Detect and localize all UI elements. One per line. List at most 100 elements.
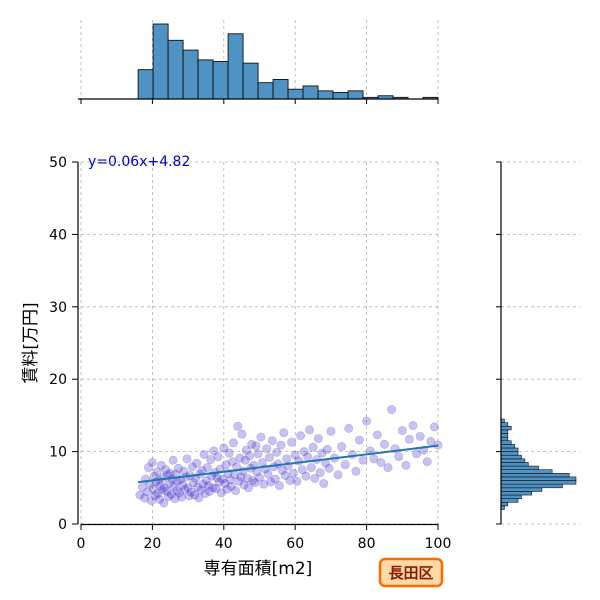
scatter-point: [292, 476, 302, 486]
scatter-point: [219, 443, 229, 453]
x-hist-bar: [347, 90, 364, 100]
x-tick-label: 0: [77, 536, 86, 552]
scatter-point: [169, 481, 179, 491]
scatter-point: [225, 475, 235, 485]
scatter-point: [186, 487, 196, 497]
scatter-point: [196, 485, 206, 495]
scatter-point: [354, 435, 364, 445]
x-hist-bar: [332, 92, 349, 100]
scatter-point: [227, 457, 237, 467]
y-hist-bar: [500, 480, 577, 485]
scatter-point: [319, 478, 329, 488]
scatter-point: [209, 446, 219, 456]
scatter-point: [228, 438, 238, 448]
x-hist-bar: [137, 69, 154, 100]
scatter-point: [163, 491, 173, 501]
y-hist-bar: [500, 491, 532, 496]
scatter-point: [235, 453, 245, 463]
x-hist-bar: [242, 62, 259, 100]
y-hist-bar: [500, 436, 509, 442]
scatter-point: [429, 422, 439, 432]
scatter-point: [272, 447, 282, 457]
scatter-point: [220, 478, 230, 488]
scatter-point: [198, 479, 208, 489]
scatter-point: [150, 491, 160, 501]
scatter-point: [239, 480, 249, 490]
y-axis-label: 賃料[万円]: [21, 302, 41, 383]
y-hist-bar: [500, 469, 553, 474]
scatter-point: [280, 470, 290, 480]
y-hist-bar: [500, 433, 509, 438]
district-badge-box: [378, 557, 444, 588]
scatter-point: [213, 452, 223, 462]
scatter-point: [340, 460, 350, 470]
scatter-point: [253, 449, 263, 459]
y-hist-bar: [500, 454, 522, 460]
x-histogram: [137, 23, 439, 100]
scatter-point: [299, 447, 309, 457]
x-tick-label: 60: [286, 536, 304, 552]
y-hist-bar: [500, 422, 509, 427]
scatter-point: [326, 426, 336, 436]
scatter-point: [362, 416, 372, 426]
scatter-point: [285, 476, 295, 486]
scatter-point: [148, 484, 158, 494]
scatter-point: [412, 449, 422, 459]
y-hist-bar: [500, 429, 509, 434]
y-hist-bar: [500, 444, 515, 449]
scatter-point: [221, 460, 231, 470]
scatter-point: [237, 429, 247, 439]
scatter-point: [324, 463, 334, 473]
scatter-point: [172, 486, 182, 496]
scatter-point: [190, 490, 200, 500]
y-hist-bar: [500, 465, 539, 470]
scatter-point: [337, 442, 347, 452]
scatter-point: [166, 489, 176, 499]
x-tick-label: 80: [358, 536, 376, 552]
scatter-point: [276, 440, 286, 450]
scatter-point: [156, 460, 166, 470]
scatter-point: [155, 494, 165, 504]
scatter-point: [199, 449, 209, 459]
y-hist-bar: [500, 458, 526, 463]
scatter-point: [153, 489, 163, 499]
scatter-point: [203, 481, 213, 491]
scatter-point: [264, 452, 274, 462]
scatter-point: [160, 483, 170, 493]
x-hist-bar: [227, 33, 244, 100]
scatter-point: [161, 465, 171, 475]
scatter-point: [297, 465, 307, 475]
scatter-point: [216, 488, 226, 498]
y-hist-bar: [500, 425, 512, 431]
scatter-point: [143, 463, 153, 473]
scatter-point: [251, 441, 261, 451]
scatter-point: [274, 481, 284, 491]
scatter-point: [222, 484, 232, 494]
scatter-point: [231, 486, 241, 496]
scatter-point: [152, 467, 162, 477]
y-tick-label: 50: [49, 155, 67, 171]
scatter-point: [140, 493, 150, 503]
scatter-point: [206, 455, 216, 465]
y-hist-bar: [500, 476, 577, 481]
x-hist-bar: [197, 59, 214, 100]
x-axis-label: 専有面積[m2]: [204, 559, 313, 579]
scatter-point: [146, 496, 156, 506]
y-tick-label: 10: [49, 445, 67, 461]
scatter-point: [142, 487, 152, 497]
scatter-point: [241, 445, 251, 455]
scatter-point: [147, 457, 157, 467]
axes: 0 20 40 60 80 100 0 10 20 30 40 50: [49, 98, 502, 552]
scatter-point: [317, 448, 327, 458]
scatter-point: [242, 473, 252, 483]
scatter-point: [224, 448, 234, 458]
scatter-point: [179, 466, 189, 476]
x-hist-bar: [212, 61, 229, 100]
scatter-point: [277, 465, 287, 475]
scatter-point: [233, 421, 243, 431]
x-hist-bar: [152, 23, 169, 100]
scatter-point: [263, 469, 273, 479]
scatter-point: [308, 442, 318, 452]
scatter-point: [313, 434, 323, 444]
